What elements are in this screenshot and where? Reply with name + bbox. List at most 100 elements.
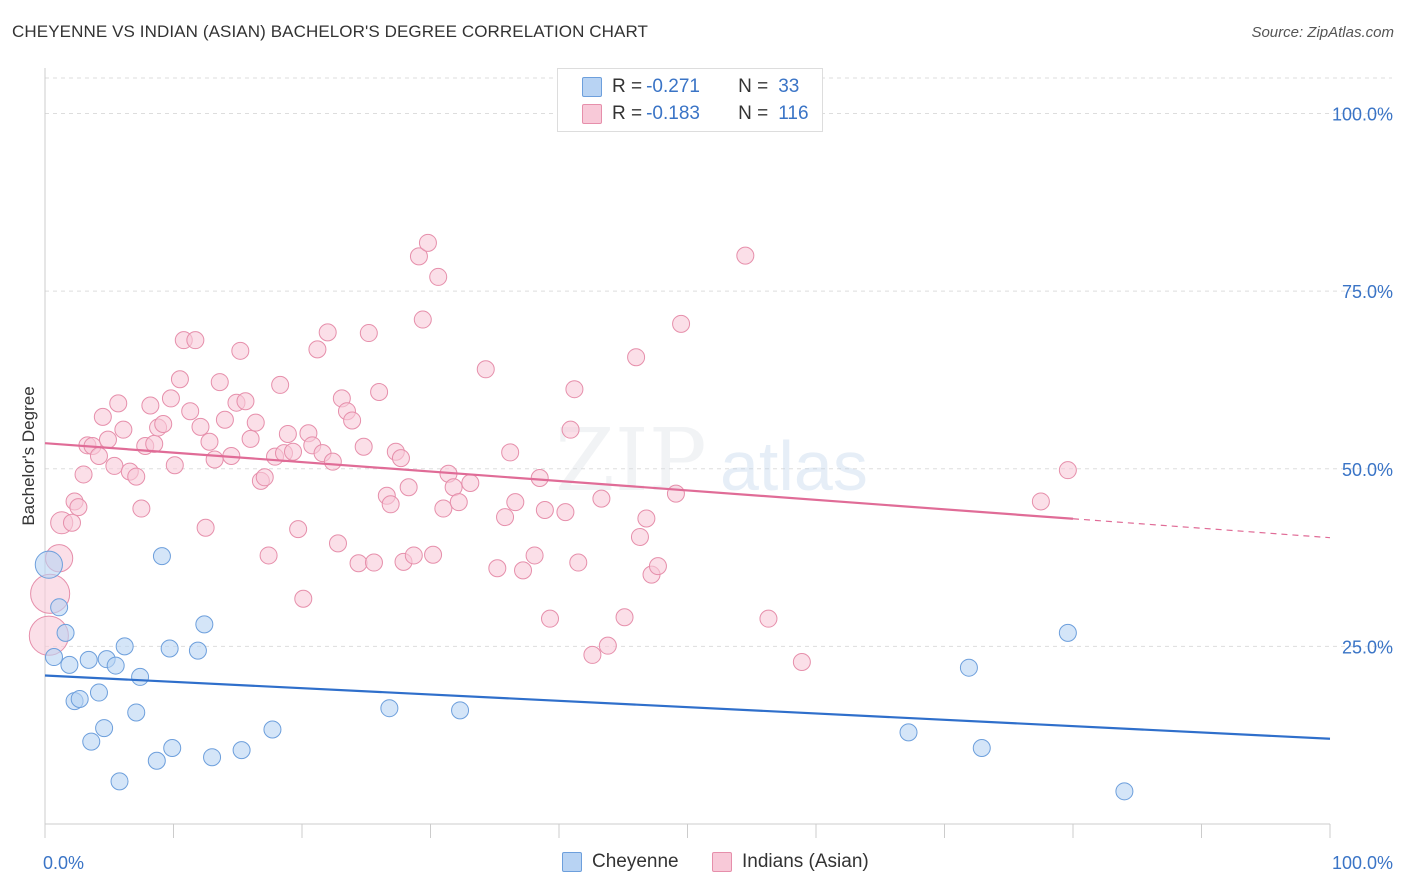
cheyenne-point xyxy=(127,703,146,722)
indian-asian-point xyxy=(1058,461,1077,480)
trend-lines xyxy=(44,442,1331,740)
indian-asian-point xyxy=(109,394,128,413)
indian-asian-point xyxy=(231,341,250,360)
indian-asian-point xyxy=(141,396,160,415)
cheyenne-point xyxy=(131,667,150,686)
indian-asian-point xyxy=(672,314,691,333)
indian-asian-point xyxy=(323,452,342,471)
indian-asian-point xyxy=(210,373,229,392)
indian-asian-point xyxy=(409,247,428,266)
x-tick-label-max: 100.0% xyxy=(1332,853,1393,873)
r-value: -0.271 xyxy=(646,76,700,97)
indian-asian-point xyxy=(648,557,667,576)
indian-swatch xyxy=(712,852,732,872)
indian-asian-point xyxy=(98,430,117,449)
n-label: N = xyxy=(738,103,769,124)
indian-asian-point xyxy=(1031,492,1050,511)
indian-asian-point xyxy=(284,442,303,461)
indian-asian-point xyxy=(308,340,327,359)
chart-title: CHEYENNE VS INDIAN (ASIAN) BACHELOR'S DE… xyxy=(12,22,649,41)
indian-asian-point xyxy=(294,589,313,608)
cheyenne-points xyxy=(34,547,1134,801)
legend-item-indian-asian[interactable]: Indians (Asian) xyxy=(712,851,869,873)
legend-label: Cheyenne xyxy=(592,851,679,872)
cheyenne-point xyxy=(163,738,182,757)
cheyenne-point xyxy=(50,598,69,617)
legend-item-cheyenne[interactable]: Cheyenne xyxy=(562,851,679,873)
x-tick-label-min: 0.0% xyxy=(43,853,84,873)
cheyenne-point xyxy=(34,550,63,579)
indian-asian-point xyxy=(541,609,560,628)
source-credit: Source: ZipAtlas.com xyxy=(1251,24,1394,41)
indian-asian-point xyxy=(196,518,215,537)
indian-asian-point xyxy=(525,546,544,565)
cheyenne-point xyxy=(232,741,251,760)
stats-legend: R = -0.271 N = 33 R = -0.183 N = 116 xyxy=(557,68,823,132)
indian-asian-point xyxy=(501,443,520,462)
indian-asian-point xyxy=(181,402,200,421)
stats-row-indian: R = -0.183 N = 116 xyxy=(558,100,809,128)
r-value: -0.183 xyxy=(646,103,700,124)
indian-asian-point xyxy=(598,636,617,655)
indian-asian-point xyxy=(215,410,234,429)
indian-asian-point xyxy=(514,561,533,580)
indian-asian-point xyxy=(354,437,373,456)
indian-asian-point xyxy=(418,233,437,252)
indian-asian-point xyxy=(759,609,778,628)
indian-asian-point xyxy=(241,429,260,448)
cheyenne-point xyxy=(95,719,114,738)
cheyenne-point xyxy=(79,650,98,669)
indian-asian-point xyxy=(271,375,290,394)
series-legend: Cheyenne Indians (Asian) xyxy=(0,851,1406,879)
indian-swatch xyxy=(582,104,602,124)
r-label: R = xyxy=(612,76,643,97)
y-tick-label: 50.0% xyxy=(1342,460,1393,480)
indian-asian-trend-line xyxy=(44,442,1074,520)
indian-asian-point xyxy=(259,546,278,565)
indian-asian-point xyxy=(391,449,410,468)
n-value: 33 xyxy=(778,76,800,97)
indian-asian-point xyxy=(615,608,634,627)
indian-asian-point xyxy=(736,246,755,265)
cheyenne-point xyxy=(82,732,101,751)
y-axis-label: Bachelor's Degree xyxy=(19,386,38,525)
watermark-atlas: atlas xyxy=(720,427,868,505)
cheyenne-point xyxy=(147,751,166,770)
indian-asian-point xyxy=(424,545,443,564)
indian-asian-points xyxy=(28,233,1077,672)
cheyenne-point xyxy=(106,656,125,675)
indian-asian-point xyxy=(127,467,146,486)
cheyenne-point xyxy=(1058,623,1077,642)
indian-asian-point xyxy=(434,499,453,518)
indian-asian-point xyxy=(556,503,575,522)
stats-row-cheyenne: R = -0.271 N = 33 xyxy=(558,73,799,101)
indian-asian-point xyxy=(318,323,337,342)
gridlines xyxy=(45,77,1392,647)
legend-label: Indians (Asian) xyxy=(742,851,869,872)
indian-asian-point xyxy=(488,559,507,578)
indian-asian-point xyxy=(132,499,151,518)
indian-asian-point xyxy=(170,370,189,389)
indian-asian-point xyxy=(630,527,649,546)
axes xyxy=(44,68,1331,838)
indian-asian-point xyxy=(69,498,88,517)
n-label: N = xyxy=(738,76,769,97)
n-value: 116 xyxy=(778,103,809,124)
indian-asian-point xyxy=(289,520,308,539)
indian-asian-point xyxy=(186,331,205,350)
cheyenne-point xyxy=(1115,782,1134,801)
indian-asian-point xyxy=(583,645,602,664)
indian-asian-trend-line-extension xyxy=(1072,518,1331,539)
indian-asian-point xyxy=(161,389,180,408)
indian-asian-point xyxy=(359,324,378,343)
cheyenne-point xyxy=(203,748,222,767)
indian-asian-point xyxy=(565,380,584,399)
indian-asian-point xyxy=(444,478,463,497)
cheyenne-point xyxy=(188,641,207,660)
indian-asian-point xyxy=(535,500,554,519)
indian-asian-point xyxy=(627,348,646,367)
indian-asian-point xyxy=(506,493,525,512)
indian-asian-point xyxy=(255,468,274,487)
cheyenne-point xyxy=(972,738,991,757)
